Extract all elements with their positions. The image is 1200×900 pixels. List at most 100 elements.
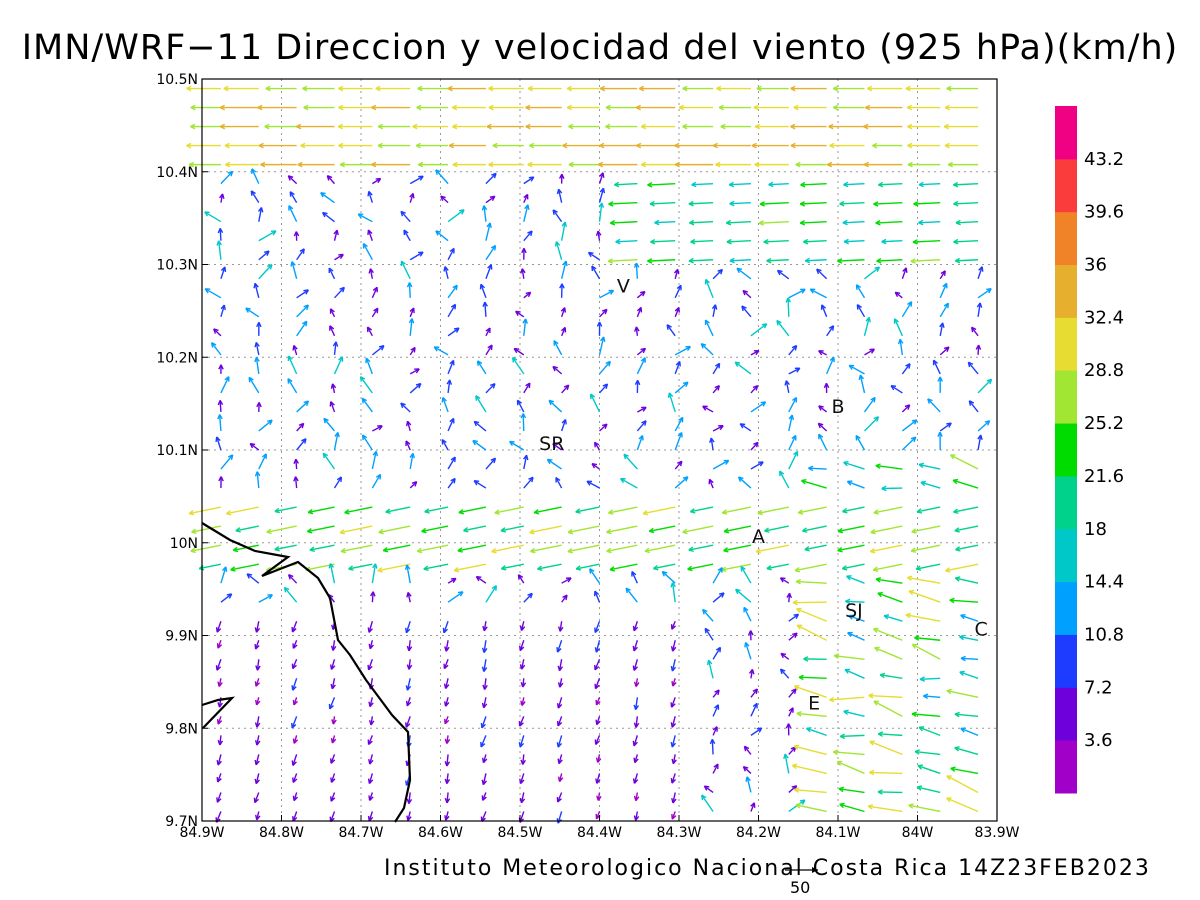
wind-vector-head <box>481 647 488 653</box>
wind-vector-head <box>761 323 768 329</box>
wind-vector <box>750 461 764 470</box>
colorbar-label: 28.8 <box>1084 360 1124 381</box>
wind-vector <box>520 792 525 803</box>
wind-vector <box>216 659 222 671</box>
wind-vector <box>864 348 875 356</box>
wind-vector-head <box>377 123 384 130</box>
colorbar-swatch <box>1055 634 1077 688</box>
wind-vector-head <box>567 547 573 554</box>
wind-vector-head <box>444 815 450 821</box>
wind-vector-head <box>298 422 305 429</box>
wind-vector-head <box>418 175 424 181</box>
wind-vector <box>955 259 979 262</box>
lat-tick-label: 10.1N <box>156 443 198 459</box>
wind-vector <box>700 343 714 356</box>
wind-vector-head <box>517 574 524 580</box>
wind-vector-head <box>518 645 525 652</box>
wind-vector-head <box>676 284 682 291</box>
wind-vector-head <box>594 627 600 634</box>
wind-vector-head <box>718 104 724 111</box>
wind-vector-head <box>418 161 424 168</box>
wind-vector <box>509 440 525 451</box>
wind-vector-head <box>632 778 639 784</box>
wind-vector-head <box>330 796 336 802</box>
wind-vector <box>671 716 676 728</box>
wind-vector <box>296 422 305 432</box>
wind-vector-head <box>793 684 800 691</box>
wind-vector <box>216 621 222 633</box>
wind-vector-head <box>798 674 804 681</box>
wind-vector <box>567 525 600 534</box>
wind-vector-head <box>586 480 592 486</box>
colorbar-label: 32.4 <box>1084 307 1124 328</box>
wind-vector-head <box>742 765 749 772</box>
wind-vector-head <box>330 645 337 651</box>
wind-vector-head <box>729 257 735 264</box>
wind-vector-head <box>874 646 880 652</box>
wind-vector-head <box>331 719 337 725</box>
wind-vector-head <box>217 702 223 708</box>
wind-vector <box>873 201 903 205</box>
wind-vector-head <box>406 282 413 288</box>
wind-vector <box>329 697 336 710</box>
wind-vector-head <box>954 257 961 264</box>
wind-vector <box>328 267 336 280</box>
wind-vector <box>567 544 600 553</box>
wind-vector-head <box>718 425 724 431</box>
wind-vector <box>442 397 449 413</box>
wind-vector-head <box>946 422 952 428</box>
wind-vector <box>796 580 827 584</box>
wind-vector-head <box>904 404 911 410</box>
wind-vector-head <box>557 626 564 632</box>
wind-vector-head <box>292 699 299 706</box>
wind-vector <box>245 307 260 318</box>
wind-vector <box>674 361 681 375</box>
wind-vector <box>421 525 449 533</box>
wind-vector-head <box>960 727 966 733</box>
wind-vector-head <box>879 672 886 679</box>
wind-vector <box>877 592 903 603</box>
wind-vector-head <box>442 627 449 634</box>
wind-vector <box>340 544 373 553</box>
wind-vector <box>794 563 827 572</box>
lon-tick-label: 84W <box>902 825 934 841</box>
wind-vector-head <box>959 670 965 677</box>
lon-tick-label: 84.4W <box>577 825 622 841</box>
wind-vector <box>870 525 903 534</box>
wind-vector-head <box>213 328 219 334</box>
wind-vector-head <box>632 665 639 671</box>
wind-vector <box>788 613 799 622</box>
wind-vector <box>875 464 903 470</box>
wind-vector-head <box>267 419 273 426</box>
wind-vector-head <box>556 720 563 727</box>
wind-vector-head <box>529 142 535 149</box>
wind-vector-head <box>332 341 339 347</box>
wind-vector-head <box>844 668 851 674</box>
wind-vector <box>923 695 941 699</box>
wind-vector <box>216 792 222 803</box>
wind-vector <box>927 398 941 413</box>
wind-vector-head <box>481 205 488 211</box>
wind-vector-head <box>527 230 533 237</box>
wind-vector <box>920 481 941 489</box>
wind-vector <box>447 360 455 375</box>
wind-vector <box>743 607 752 622</box>
wind-vector <box>556 640 563 653</box>
wind-vector-head <box>975 344 982 350</box>
wind-vector-head <box>558 173 565 179</box>
wind-vector-head <box>714 385 721 391</box>
wind-vector <box>637 406 647 413</box>
wind-vector <box>625 587 638 603</box>
colorbar-swatch <box>1055 211 1077 266</box>
wind-vector <box>707 659 714 679</box>
wind-vector-head <box>908 803 914 809</box>
wind-vector-head <box>377 425 383 431</box>
wind-vector-head <box>943 123 950 130</box>
wind-vector <box>409 251 424 261</box>
wind-vector <box>776 320 790 337</box>
wind-vector-head <box>217 400 224 406</box>
wind-vector-head <box>632 625 639 632</box>
wind-vector-head <box>640 347 647 354</box>
wind-vector-head <box>906 575 913 581</box>
